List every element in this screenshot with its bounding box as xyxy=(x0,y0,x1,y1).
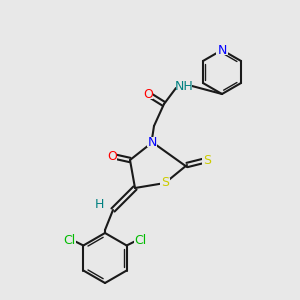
Text: O: O xyxy=(107,149,117,163)
FancyBboxPatch shape xyxy=(62,236,76,245)
FancyBboxPatch shape xyxy=(176,81,192,91)
Text: N: N xyxy=(217,44,227,56)
FancyBboxPatch shape xyxy=(216,45,228,55)
Text: Cl: Cl xyxy=(134,234,147,247)
FancyBboxPatch shape xyxy=(143,89,153,99)
FancyBboxPatch shape xyxy=(134,236,148,245)
Text: N: N xyxy=(147,136,157,148)
Text: S: S xyxy=(203,154,211,166)
FancyBboxPatch shape xyxy=(94,200,104,210)
FancyBboxPatch shape xyxy=(160,178,170,188)
Text: NH: NH xyxy=(175,80,194,92)
Text: S: S xyxy=(161,176,169,190)
Text: Cl: Cl xyxy=(63,234,76,247)
FancyBboxPatch shape xyxy=(202,155,212,165)
Text: H: H xyxy=(94,199,104,212)
FancyBboxPatch shape xyxy=(147,137,157,147)
Text: O: O xyxy=(143,88,153,100)
FancyBboxPatch shape xyxy=(107,151,117,161)
